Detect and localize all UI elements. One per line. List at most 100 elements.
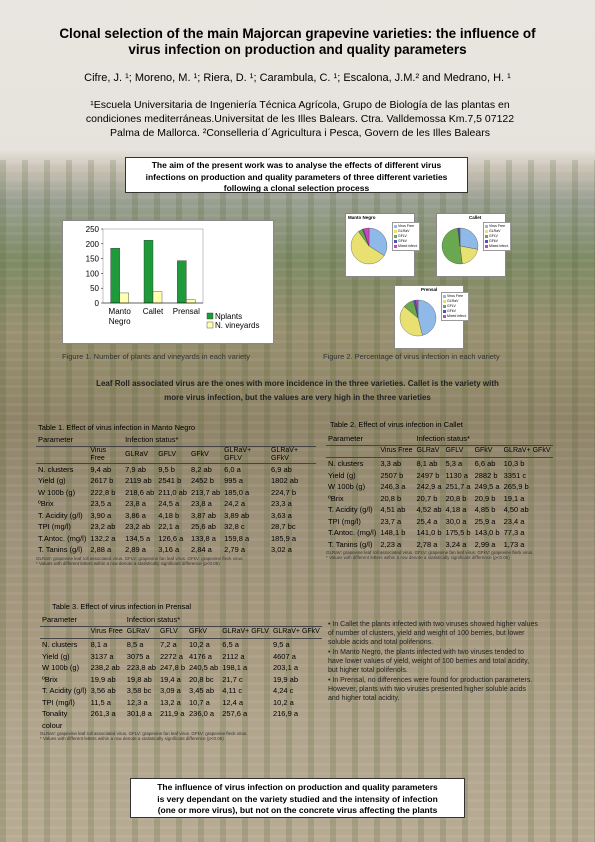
aim-line: infections on production and quality par… — [145, 171, 448, 182]
table-cell: 3,86 a — [125, 510, 146, 520]
table-cell: 224,7 b — [271, 487, 297, 497]
table-cell: 2112 a — [222, 651, 245, 661]
row-label: T. Tanins (g/l) — [38, 545, 83, 555]
column-header — [36, 446, 89, 464]
column-header: Virus Free — [88, 446, 124, 464]
row-label: N. clusters — [38, 464, 74, 474]
aim-line: The aim of the present work was to analy… — [151, 160, 442, 170]
table-row: TPI (mg/l) 23,7 a 25,4 a 30,0 a 25,9 a 23,4 a — [326, 516, 553, 528]
table-row: TPI (mg/l) 11,5 a 12,3 a 13,2 a 10,7 a 12,4 a… — [40, 697, 322, 709]
table-cell: 1802 ab — [271, 476, 299, 486]
table-cell: 32,8 c — [224, 522, 245, 532]
table-row: ºBrix 19,9 ab 19,8 ab 19,4 a 20,8 bc 21,7 c 19… — [40, 674, 322, 686]
figure2-caption: Figure 2. Percentage of virus infection … — [323, 352, 500, 361]
y-tick-label: 200 — [86, 240, 100, 249]
table-cell: 141,0 b — [416, 528, 442, 538]
bar-nvineyards — [152, 291, 163, 304]
conclusion-line: is very dependant on the variety studied… — [157, 793, 438, 804]
table-cell: 23,5 a — [90, 499, 112, 509]
table-cell: 203,1 a — [272, 663, 298, 673]
table-cell: 159,8 a — [224, 533, 250, 543]
legend-swatch — [485, 240, 488, 243]
table-group-header: Parameter — [40, 614, 125, 627]
table-cell: 213,7 ab — [190, 487, 221, 497]
bar-nvineyards — [186, 299, 196, 304]
table-row: Tonality 261,3 a 301,8 a 211,9 a 236,0 a 257,… — [40, 708, 322, 720]
table-cell: 3,24 a — [445, 539, 467, 549]
figure1-bar-chart: 0 50 100 150 200 250 Manto Negro Callet Prensal Np… — [62, 220, 274, 344]
bullet-item: • In Callet the plants infected with two… — [328, 621, 538, 646]
column-header — [40, 626, 89, 639]
table-cell: 265,9 b — [503, 482, 529, 492]
legend-item: GLRaV — [443, 299, 467, 304]
legend-item: Virus Free — [443, 294, 467, 299]
column-header: GFLV — [156, 446, 189, 464]
table-cell: 3,90 a — [90, 510, 112, 520]
legend-swatch — [394, 245, 397, 248]
table-cell: 995 a — [224, 476, 243, 486]
table-cell: 242,9 a — [416, 482, 442, 492]
table-cell — [158, 720, 187, 732]
legend-swatch — [206, 312, 214, 320]
legend-item: GFLV — [394, 234, 418, 239]
legend-swatch — [443, 295, 446, 298]
table-cell: 4,50 ab — [503, 505, 529, 515]
table2: Parameter Infection status* Virus Free GLR… — [326, 433, 581, 560]
legend-swatch — [443, 310, 446, 313]
table-cell: 19,8 ab — [126, 674, 152, 684]
table-cell: 21,7 c — [222, 674, 243, 684]
conclusion-box: The influence of virus infection on prod… — [130, 778, 465, 818]
x-tick-label: Negro — [109, 317, 131, 326]
column-header: GFkV — [188, 446, 223, 464]
legend-label: N. vineyards — [215, 321, 259, 330]
legend-swatch — [443, 305, 446, 308]
table-cell: 185,0 a — [224, 487, 250, 497]
table-cell: 2272 a — [159, 651, 183, 661]
table-cell: 1130 a — [445, 470, 468, 480]
table-cell: 25,6 ab — [190, 522, 216, 532]
affiliations: ¹Escuela Universitaria de Ingeniería Téc… — [40, 98, 560, 140]
row-label: ºBrix — [38, 499, 54, 509]
row-label: Yield (g) — [42, 651, 70, 661]
highlight-line: Leaf Roll associated virus are the ones … — [96, 379, 499, 388]
table-cell: 3075 a — [126, 651, 150, 661]
table-cell: 3351 c — [503, 470, 527, 480]
table3-grid: Parameter Infection status* Virus Free GLR… — [40, 614, 322, 731]
y-tick-label: 250 — [86, 225, 100, 234]
table-cell: 19,9 ab — [272, 674, 298, 684]
table-cell: 4,85 b — [474, 505, 496, 515]
table-cell: 30,0 a — [445, 516, 467, 526]
row-label: TPI (mg/l) — [42, 697, 75, 707]
x-tick-label: Prensal — [173, 307, 200, 316]
table-cell: 23,7 a — [380, 516, 402, 526]
pie-svg — [350, 227, 388, 265]
table-cell: 8,2 ab — [190, 464, 212, 474]
table-cell: 4607 a — [272, 651, 296, 661]
column-header: GLRaV — [123, 446, 157, 464]
bar-nplants — [110, 248, 120, 304]
table-cell: 10,2 a — [189, 640, 210, 650]
affiliation-line: condiciones mediterráneas.Universitat de… — [85, 113, 515, 125]
table-cell: 6,6 ab — [474, 459, 496, 469]
column-header: GLRaV — [414, 445, 444, 458]
legend-swatch — [485, 225, 488, 228]
legend-swatch — [206, 321, 214, 329]
table-header-row: Virus Free GLRaV GFLV GFkV GLRaV+ GFLV GLRaV+… — [36, 446, 316, 464]
table1-caption: Table 1. Effect of virus infection in Ma… — [38, 423, 196, 432]
table-cell: 2,78 a — [416, 539, 438, 549]
table-cell: 251,7 a — [445, 482, 471, 492]
legend-label: Mixed infect. — [489, 244, 509, 248]
row-label: W 100b (g) — [42, 663, 80, 673]
table-cell: 3,63 a — [271, 510, 292, 520]
legend-label: GLRaV — [447, 299, 459, 303]
table-cell: 6,5 a — [222, 640, 239, 650]
table-cell: 10,3 b — [503, 459, 525, 469]
legend-swatch — [394, 235, 397, 238]
pie-legend: Virus Free GLRaV GFLV GFkV Mixed infect. — [483, 222, 511, 251]
legend-label: Nplants — [215, 312, 242, 321]
legend-swatch — [485, 245, 488, 248]
table-cell: 23,4 a — [503, 516, 525, 526]
table-group-header: Infection status* — [414, 433, 553, 446]
table-cell: 2,23 a — [380, 539, 402, 549]
